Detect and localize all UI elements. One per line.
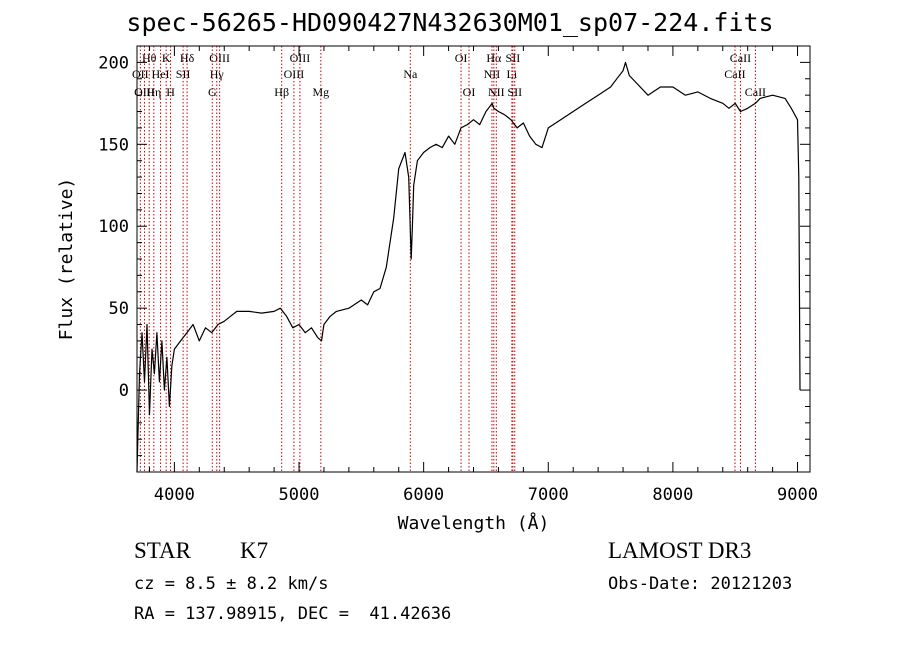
marker-label: G — [208, 85, 217, 99]
x-tick-label: 9000 — [777, 485, 818, 505]
x-tick-label: 6000 — [403, 485, 444, 505]
marker-label: OIII — [290, 51, 311, 65]
marker-label: Hβ — [274, 85, 289, 99]
marker-label: Li — [507, 67, 518, 81]
marker-label: Mg — [312, 85, 329, 99]
marker-label: H — [166, 85, 175, 99]
plot-frame — [136, 45, 811, 473]
object-subclass: K7 — [240, 538, 269, 563]
y-tick-label: 0 — [119, 381, 129, 401]
y-tick-label: 100 — [98, 217, 129, 237]
x-axis-label: Wavelength (Å) — [398, 512, 550, 534]
x-tick-label: 8000 — [652, 485, 693, 505]
marker-label: Na — [403, 67, 418, 81]
marker-label: CaII — [745, 85, 766, 99]
y-tick-label: 50 — [109, 299, 129, 319]
chart-title: spec-56265-HD090427N432630M01_sp07-224.f… — [126, 8, 774, 37]
spectrum-series — [136, 61, 801, 473]
marker-label: CaII — [730, 51, 751, 65]
y-tick-label: 150 — [98, 135, 129, 155]
marker-label: OIII — [209, 51, 230, 65]
object-class: STAR — [134, 538, 191, 563]
x-tick-label: 5000 — [279, 485, 320, 505]
marker-label: OI — [455, 51, 468, 65]
marker-label: Hθ — [142, 51, 157, 65]
marker-label: NII — [484, 67, 501, 81]
marker-label: SII — [507, 85, 522, 99]
y-tick-label: 200 — [98, 53, 129, 73]
marker-label: OI — [463, 85, 476, 99]
survey-name: LAMOST DR3 — [608, 538, 752, 563]
x-tick-label: 7000 — [528, 485, 569, 505]
axes: 4000 5000 6000 7000 8000 9000 0 50 100 150 200 — [98, 45, 818, 505]
x-tick-label: 4000 — [154, 485, 195, 505]
marker-label: Hα — [486, 51, 502, 65]
y-axis-label: Flux (relative) — [56, 178, 77, 341]
marker-label: SII — [506, 51, 521, 65]
marker-label: SII — [176, 67, 191, 81]
marker-label: Hγ — [210, 67, 225, 81]
marker-label: HeI — [152, 67, 170, 81]
marker-label: NII — [488, 85, 505, 99]
marker-label: OIII — [284, 67, 305, 81]
marker-label: K — [162, 51, 171, 65]
marker-label: Hη — [146, 85, 161, 99]
observation-date: Obs-Date: 20121203 — [608, 574, 793, 594]
marker-label: CaII — [724, 67, 745, 81]
coordinates: RA = 137.98915, DEC = 41.42636 — [134, 604, 452, 624]
redshift-value: cz = 8.5 ± 8.2 km/s — [134, 574, 329, 594]
spectrum-line — [136, 61, 801, 473]
marker-label: Hδ — [180, 51, 195, 65]
